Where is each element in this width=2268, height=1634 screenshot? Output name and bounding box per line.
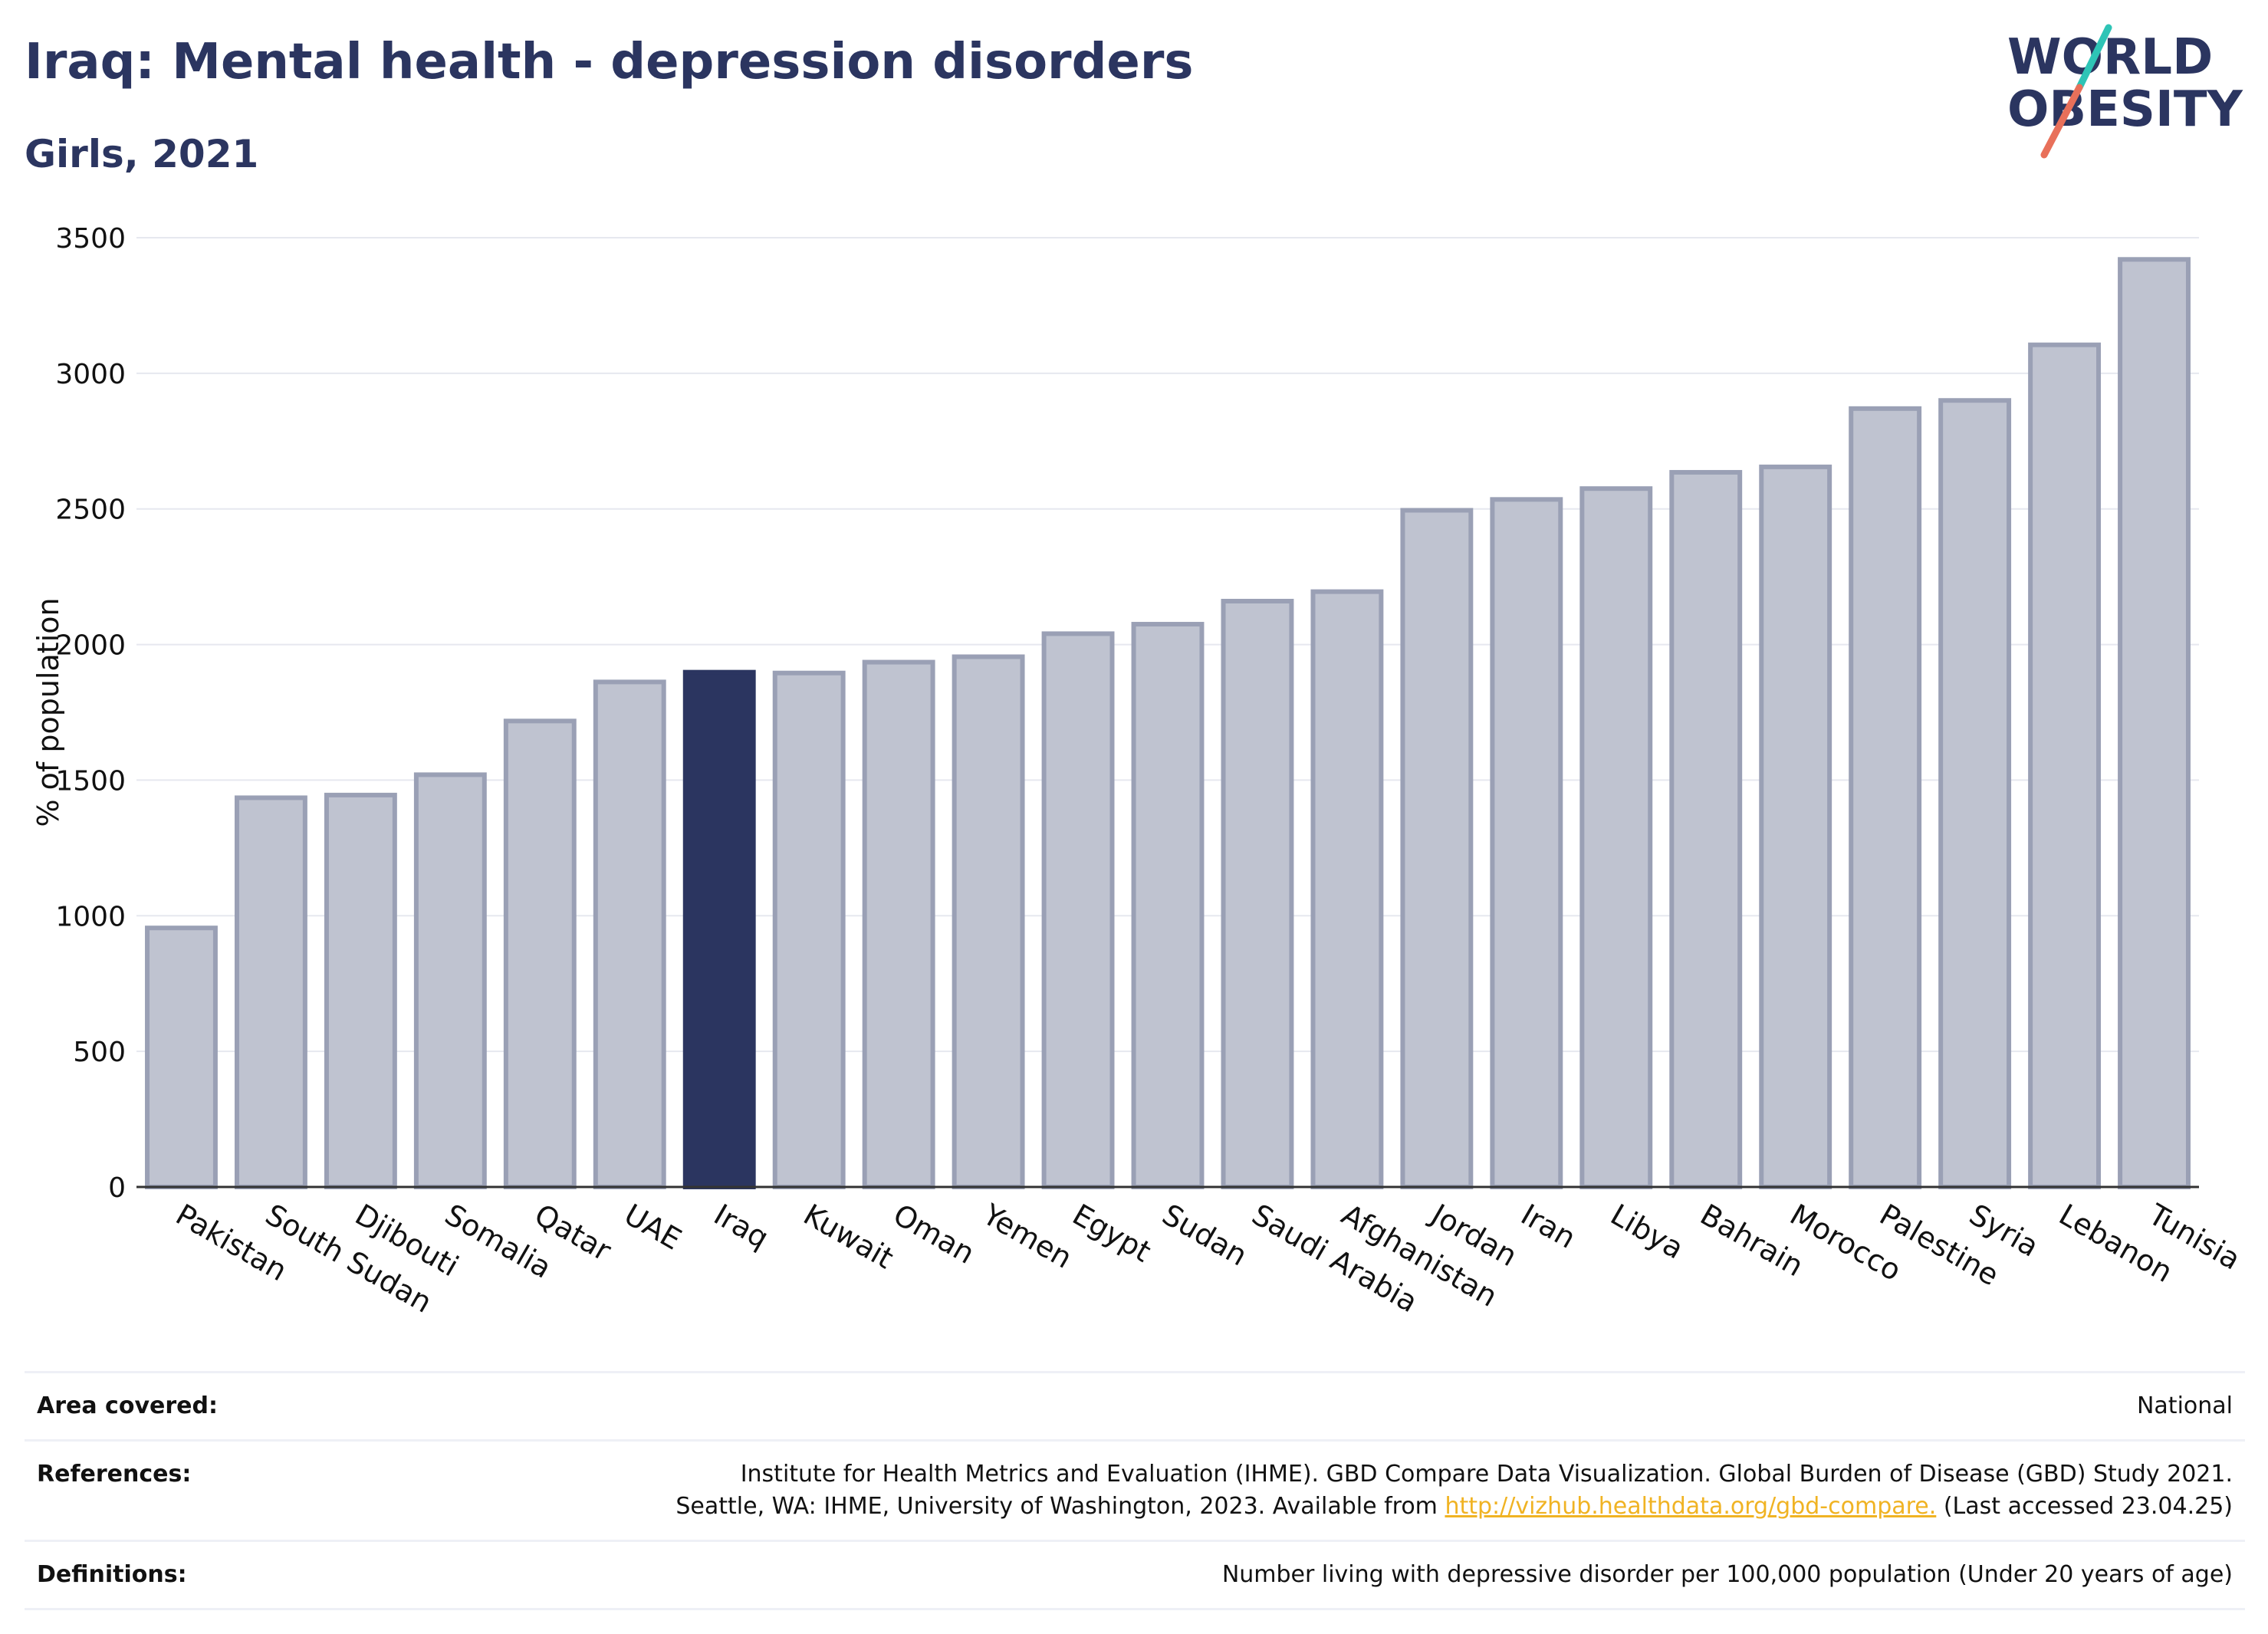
references-line-2-pre: Seattle, WA: IHME, University of Washing…: [675, 1493, 1445, 1520]
bar-syria: [1938, 398, 2012, 1190]
bar-qatar: [503, 718, 577, 1189]
bar-yemen: [952, 654, 1025, 1189]
y-tick-label: 2000: [55, 630, 126, 662]
footer-row-definitions: Definitions: Number living with depressi…: [25, 1540, 2245, 1610]
y-tick-label: 2500: [55, 495, 126, 526]
footer-table: Area covered: National References: Insti…: [25, 1371, 2245, 1610]
references-line-2-post: (Last accessed 23.04.25): [1936, 1493, 2233, 1520]
logo-slash-coral: [2040, 84, 2083, 159]
chart-title: Iraq: Mental health - depression disorde…: [25, 34, 1194, 90]
y-tick-label: 0: [108, 1172, 126, 1204]
logo-word-obesity: OBESITY: [2007, 81, 2243, 138]
bar-uae: [593, 679, 666, 1189]
world-obesity-logo: WORLD OBESITY: [2007, 24, 2243, 159]
x-tick-label: Iran: [1515, 1198, 1581, 1255]
bar-jordan: [1400, 508, 1474, 1189]
x-tick-label: Bahrain: [1694, 1198, 1809, 1284]
bar-morocco: [1759, 464, 1832, 1189]
logo-slash-teal: [2076, 24, 2112, 91]
logo-word-world: WORLD: [2007, 29, 2213, 86]
bar-lebanon: [2028, 342, 2102, 1189]
y-tick-label: 1000: [55, 901, 126, 932]
x-tick-label: Iraq: [708, 1198, 774, 1255]
chart-subtitle: Girls, 2021: [25, 132, 259, 176]
bar-iran: [1490, 497, 1563, 1189]
references-link[interactable]: http://vizhub.healthdata.org/gbd-compare…: [1445, 1493, 1937, 1520]
y-tick-label: 500: [73, 1037, 126, 1068]
area-covered-value: National: [2136, 1392, 2233, 1419]
bar-saudi-arabia: [1221, 598, 1294, 1189]
bar-iraq: [682, 669, 756, 1189]
y-axis-label: % of population: [31, 597, 65, 827]
bar-sudan: [1131, 622, 1205, 1189]
bar-somalia: [413, 772, 487, 1189]
references-value: Institute for Health Metrics and Evaluat…: [675, 1458, 2233, 1523]
x-tick-label: Oman: [888, 1198, 981, 1271]
y-tick-label: 1500: [55, 765, 126, 797]
bar-afghanistan: [1310, 589, 1384, 1189]
x-tick-label: Kuwait: [798, 1198, 899, 1276]
footer-row-references: References: Institute for Health Metrics…: [25, 1439, 2245, 1540]
x-tick-label: Egypt: [1067, 1198, 1157, 1269]
area-covered-label: Area covered:: [37, 1392, 218, 1419]
definitions-value: Number living with depressive disorder p…: [1221, 1561, 2233, 1588]
bar-south-sudan: [234, 795, 307, 1190]
definitions-label: Definitions:: [37, 1561, 187, 1588]
bar-tunisia: [2118, 257, 2191, 1190]
y-tick-label: 3500: [55, 223, 126, 255]
bar-libya: [1579, 486, 1653, 1189]
bar-kuwait: [772, 670, 846, 1189]
bar-oman: [862, 659, 935, 1189]
x-tick-label: Yemen: [977, 1197, 1078, 1275]
references-label: References:: [37, 1461, 192, 1488]
bar-chart: 0 500 1000 1500 2000 2500 3000 3500 PakistanSou…: [31, 223, 2246, 1320]
y-axis-ticks: 0 500 1000 1500 2000 2500 3000 3500: [55, 223, 126, 1204]
bar-bahrain: [1669, 469, 1743, 1189]
bars: [145, 257, 2191, 1190]
references-line-1: Institute for Health Metrics and Evaluat…: [740, 1461, 2233, 1488]
bar-palestine: [1849, 406, 1922, 1189]
y-tick-label: 3000: [55, 359, 126, 390]
footer-row-area: Area covered: National: [25, 1371, 2245, 1439]
bar-egypt: [1041, 631, 1115, 1189]
x-tick-label: UAE: [619, 1198, 687, 1257]
bar-pakistan: [145, 925, 218, 1190]
bar-djibouti: [324, 792, 397, 1189]
x-tick-label: Libya: [1605, 1198, 1689, 1266]
x-tick-label: Sudan: [1157, 1198, 1254, 1273]
